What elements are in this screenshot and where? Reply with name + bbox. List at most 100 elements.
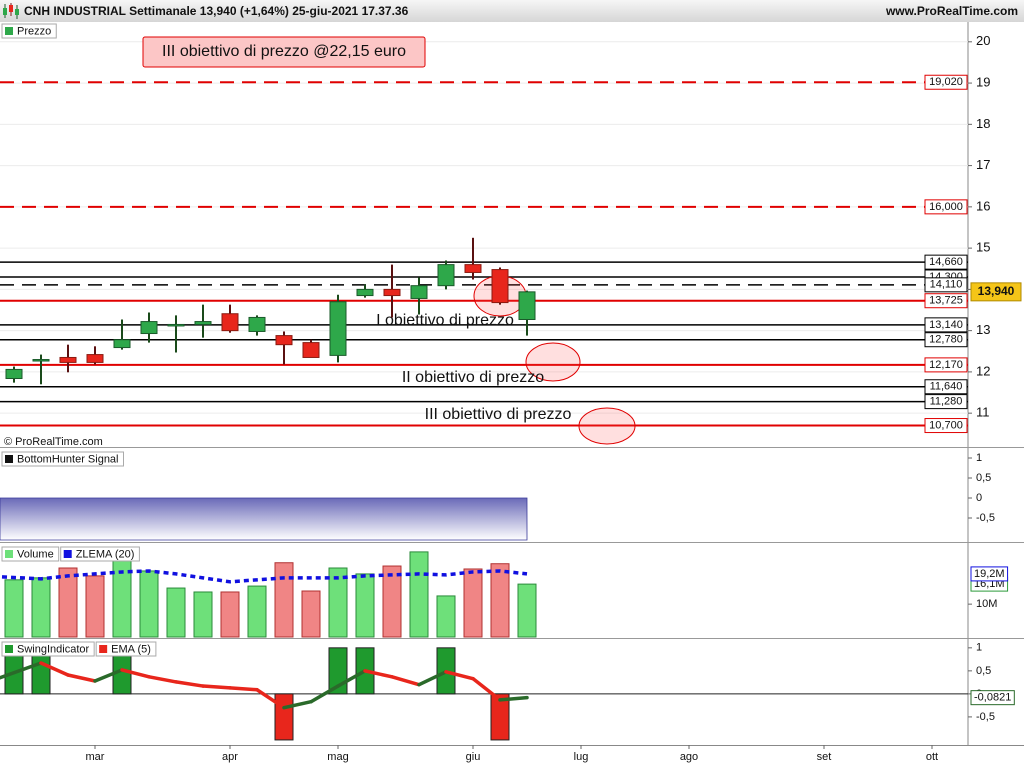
- line-segment: [363, 669, 394, 679]
- line-segment: [0, 661, 43, 680]
- level-label: 13,140: [924, 317, 968, 333]
- level-box: [924, 418, 968, 434]
- level-text: 16,000: [929, 201, 963, 213]
- y-tick-label: 19: [976, 75, 990, 90]
- legend-swatch: [5, 550, 13, 558]
- header-site[interactable]: www.ProRealTime.com: [885, 4, 1018, 18]
- candle-body: [113, 339, 131, 349]
- bar: [490, 693, 510, 741]
- level-box: [924, 379, 968, 395]
- y-tick-label: 1: [976, 452, 982, 464]
- candle-body: [248, 316, 266, 332]
- level-box: [924, 254, 968, 270]
- level-text: 13,140: [929, 319, 963, 331]
- legend-box: [1, 641, 95, 657]
- candle-body: [437, 264, 455, 287]
- candle-body: [140, 321, 158, 335]
- level-text: 12,170: [929, 359, 963, 371]
- bar: [85, 575, 105, 638]
- line-segment: [417, 670, 448, 687]
- bar: [274, 693, 294, 741]
- legend-item: Volume: [1, 546, 60, 562]
- candle-body: [32, 359, 50, 362]
- line-segment: [174, 680, 205, 688]
- y-tick-label: 20: [976, 33, 990, 48]
- line-segment: [255, 687, 286, 710]
- y-tick-label: 0: [976, 492, 982, 504]
- target-label: II obiettivo di prezzo: [402, 369, 544, 386]
- price-tag-text: 13,940: [978, 284, 1015, 298]
- line-segment: [147, 675, 178, 684]
- candle-body: [329, 301, 347, 356]
- level-label: 13,725: [924, 293, 968, 309]
- last-value-text: 19,2M: [974, 568, 1005, 580]
- level-text: 11,280: [930, 396, 963, 408]
- legend-item: EMA (5): [95, 641, 157, 657]
- last-value-box: [970, 566, 1009, 582]
- bar: [436, 595, 456, 638]
- y-tick-label: 16: [976, 198, 990, 213]
- candle-body: [302, 342, 320, 358]
- bar: [382, 565, 402, 638]
- target-label: I obiettivo di prezzo: [376, 312, 514, 329]
- legend-box: [95, 641, 157, 657]
- level-text: 10,700: [929, 419, 963, 431]
- target-circle: [525, 342, 581, 382]
- bar: [58, 567, 78, 638]
- candle-body: [86, 354, 104, 363]
- level-label: 10,700: [924, 418, 968, 434]
- header-icon: [3, 3, 19, 19]
- legend-label: EMA (5): [111, 643, 151, 655]
- level-label: 19,020: [924, 74, 968, 90]
- bar: [355, 573, 375, 638]
- x-tick-label: apr: [222, 751, 238, 763]
- y-tick-label: -0,5: [976, 711, 995, 723]
- callout-box: [142, 36, 426, 68]
- candle-body: [410, 285, 428, 299]
- last-value-text: -0,0821: [974, 692, 1011, 704]
- legend-swatch: [5, 455, 13, 463]
- level-box: [924, 332, 968, 348]
- bar: [139, 570, 159, 638]
- legend-swatch: [5, 27, 13, 35]
- level-label: 12,170: [924, 357, 968, 373]
- y-tick-label: 0,5: [976, 472, 991, 484]
- line-segment: [228, 686, 259, 692]
- level-box: [924, 394, 968, 410]
- y-tick-label: -0,5: [976, 512, 995, 524]
- x-tick-label: giu: [466, 751, 481, 763]
- last-value-label: 19,2M: [970, 566, 1009, 582]
- level-box: [924, 317, 968, 333]
- last-value-box: [970, 690, 1015, 706]
- line-segment: [336, 669, 367, 688]
- line-segment: [93, 668, 124, 683]
- legend-label: ZLEMA (20): [76, 548, 135, 560]
- level-label: 16,000: [924, 199, 968, 215]
- legend-swatch: [63, 550, 72, 558]
- candle-body: [464, 264, 482, 273]
- line-segment: [309, 684, 340, 704]
- target-circle: [578, 407, 636, 445]
- level-box: [924, 277, 968, 293]
- x-tick-label: ago: [680, 751, 698, 763]
- legend-label: Prezzo: [17, 25, 51, 37]
- y-tick-label: 12: [976, 363, 990, 378]
- signal-area: [0, 497, 528, 541]
- level-label: 11,280: [924, 394, 968, 410]
- legend-box: [1, 546, 60, 562]
- x-tick-label: mar: [86, 751, 105, 763]
- level-box: [924, 199, 968, 215]
- bar: [517, 583, 537, 638]
- legend-swatch: [5, 645, 13, 653]
- candle-body: [221, 313, 239, 332]
- legend-box: [60, 546, 140, 562]
- level-text: 14,110: [930, 279, 963, 291]
- level-box: [924, 357, 968, 373]
- line-segment: [282, 699, 313, 710]
- legend-item: ZLEMA (20): [60, 546, 140, 562]
- candle-body: [518, 291, 536, 321]
- level-label: 14,660: [924, 254, 968, 270]
- credit: © ProRealTime.com: [4, 436, 103, 448]
